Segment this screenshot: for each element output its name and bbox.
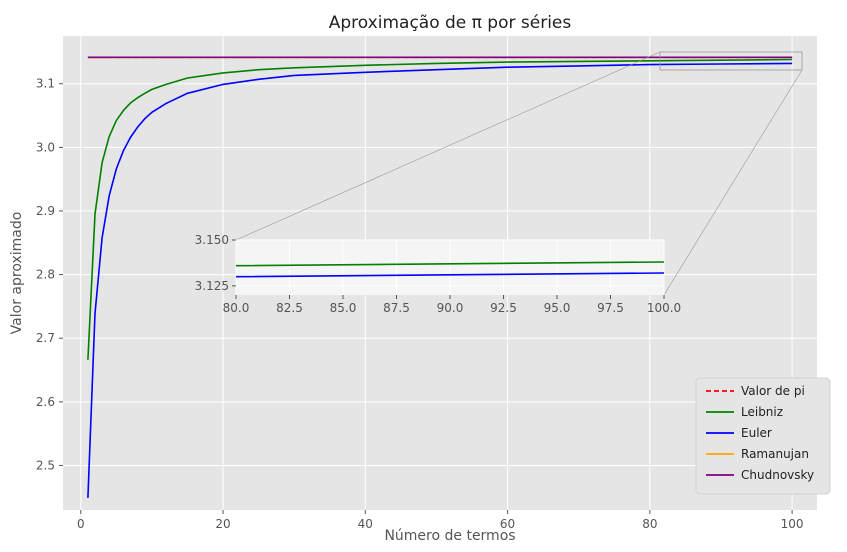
inset-x-tick-label: 90.0 xyxy=(437,301,464,315)
inset-x-ticks: 80.0 82.5 85.0 87.5 90.0 92.5 95.0 97.5 100.0 xyxy=(223,295,681,315)
legend-box xyxy=(695,377,831,495)
series-line-euler xyxy=(87,62,793,498)
legend: Valor de pi Leibniz Euler Ramanujan Chudnovs… xyxy=(695,377,831,495)
inset-y-ticks: 3.125 3.150 xyxy=(195,233,236,293)
zoom-connector-line xyxy=(663,69,803,296)
legend-label: Euler xyxy=(741,426,772,440)
inset-series-lines xyxy=(235,261,665,278)
x-tick-label: 0 xyxy=(77,517,85,531)
inset-x-tick-label: 85.0 xyxy=(330,301,357,315)
y-tick-label: 2.8 xyxy=(36,268,55,282)
y-axis-label: Valor aproximado xyxy=(9,212,25,335)
inset-y-tick-label: 3.125 xyxy=(195,279,229,293)
x-tick-label: 60 xyxy=(500,517,515,531)
inset-y-tick-label: 3.150 xyxy=(195,233,229,247)
y-tick-label: 3.0 xyxy=(36,140,55,154)
legend-label: Ramanujan xyxy=(741,447,809,461)
chart-title: Aproximação de π por séries xyxy=(329,13,572,33)
legend-label: Valor de pi xyxy=(741,384,805,398)
y-tick-label: 2.9 xyxy=(36,204,55,218)
x-ticks: 0 20 40 60 80 100 xyxy=(77,510,804,531)
series-lines xyxy=(87,56,793,498)
inset-x-tick-label: 87.5 xyxy=(383,301,410,315)
series-line-leibniz xyxy=(87,58,793,360)
inset-series-line-leibniz xyxy=(235,261,665,267)
inset-zoom-panel: 80.0 82.5 85.0 87.5 90.0 92.5 95.0 97.5 100.0 3.… xyxy=(195,233,682,315)
y-tick-label: 2.6 xyxy=(36,395,55,409)
inset-x-tick-label: 92.5 xyxy=(490,301,517,315)
inset-series-line-euler xyxy=(235,272,665,278)
y-tick-label: 3.1 xyxy=(36,77,55,91)
x-axis-label: Número de termos xyxy=(384,528,515,544)
zoom-region-box xyxy=(659,51,803,71)
legend-label: Leibniz xyxy=(741,405,783,419)
inset-grid xyxy=(235,239,665,295)
zoom-connector-line xyxy=(235,51,661,241)
inset-x-tick-label: 82.5 xyxy=(276,301,303,315)
x-tick-label: 80 xyxy=(642,517,657,531)
y-ticks: 2.5 2.6 2.7 2.8 2.9 3.0 3.1 xyxy=(36,77,63,472)
inset-x-tick-label: 100.0 xyxy=(647,301,681,315)
inset-x-tick-label: 80.0 xyxy=(223,301,250,315)
y-tick-label: 2.7 xyxy=(36,331,55,345)
x-tick-label: 20 xyxy=(215,517,230,531)
legend-label: Chudnovsky xyxy=(741,468,814,482)
x-tick-label: 100 xyxy=(781,517,804,531)
inset-x-tick-label: 95.0 xyxy=(544,301,571,315)
y-tick-label: 2.5 xyxy=(36,458,55,472)
x-tick-label: 40 xyxy=(358,517,373,531)
inset-x-tick-label: 97.5 xyxy=(597,301,624,315)
